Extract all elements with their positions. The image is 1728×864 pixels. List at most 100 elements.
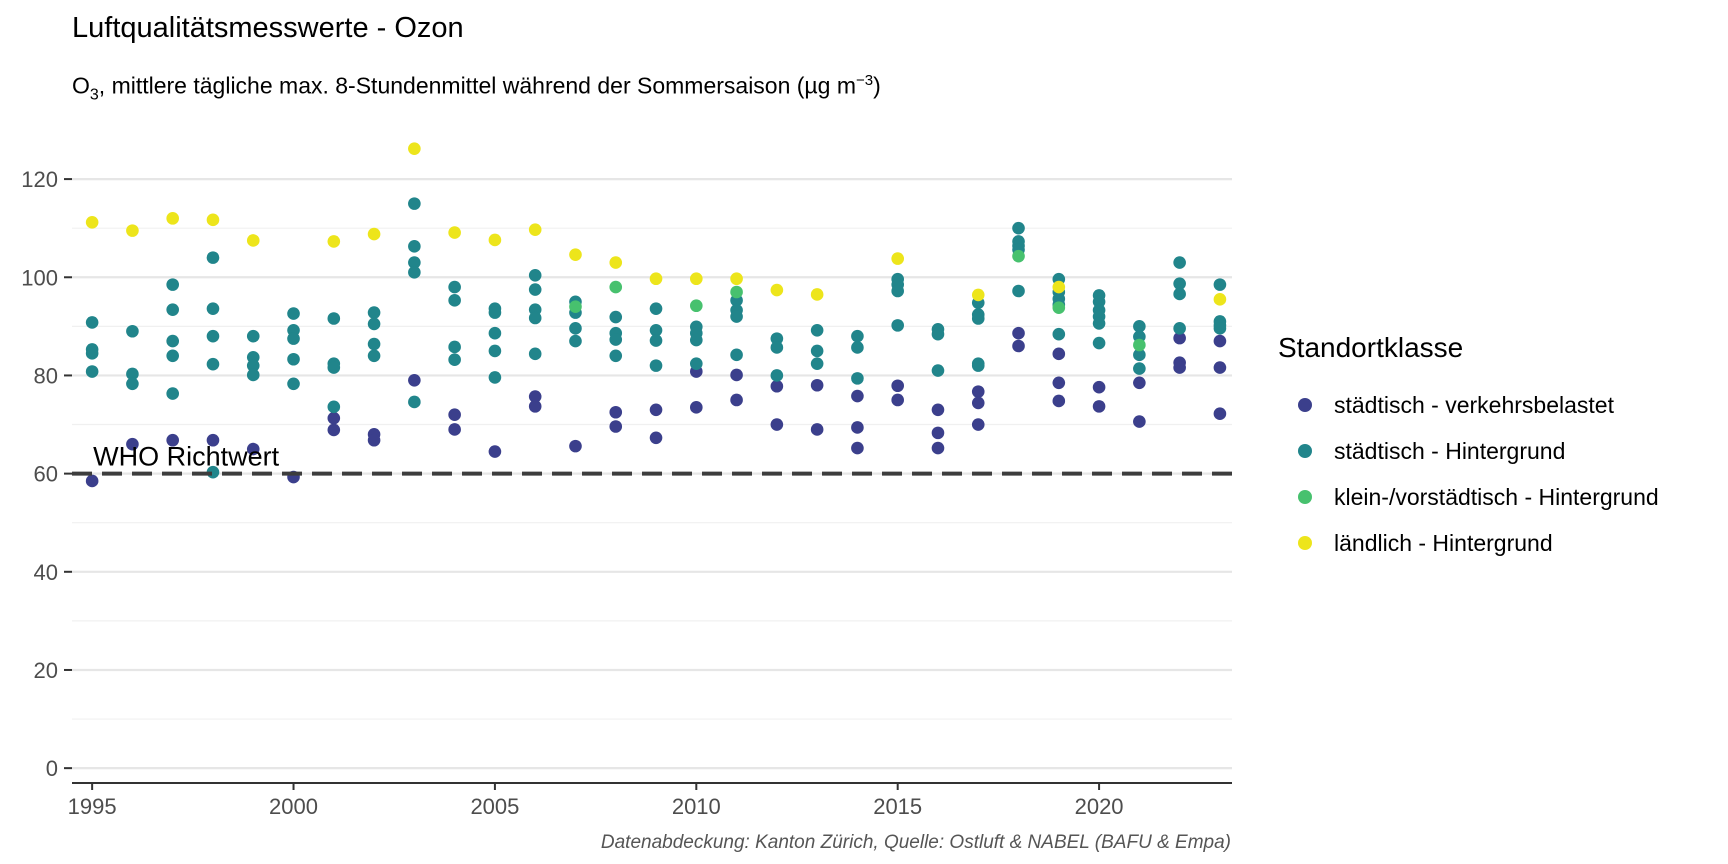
data-point-series-3 [770, 283, 784, 297]
data-point-series-1 [810, 323, 824, 337]
data-point-series-1 [126, 367, 139, 381]
data-point-series-1 [1133, 320, 1146, 333]
data-point-series-1 [1213, 278, 1227, 291]
data-point-series-0 [609, 420, 623, 433]
data-point-series-1 [1092, 336, 1106, 350]
data-point-series-0 [166, 433, 179, 447]
data-point-series-1 [85, 347, 99, 360]
data-point-series-0 [649, 431, 663, 445]
y-tick-label: 0 [46, 756, 58, 781]
data-point-series-1 [851, 329, 864, 343]
legend-item-0: städtisch - verkehrsbelastet [1278, 382, 1659, 428]
data-point-series-0 [810, 423, 824, 436]
data-point-series-0 [126, 437, 139, 451]
data-point-series-0 [1052, 347, 1066, 361]
data-point-series-1 [246, 359, 260, 372]
x-tick-label: 2000 [269, 794, 318, 819]
legend-label-0: städtisch - verkehrsbelastet [1334, 391, 1614, 418]
data-point-series-1 [408, 266, 421, 279]
data-point-series-0 [408, 374, 421, 387]
legend-item-3: ländlich - Hintergrund [1278, 520, 1659, 566]
data-point-series-1 [851, 372, 864, 385]
data-point-series-3 [246, 234, 260, 247]
data-point-series-1 [126, 377, 139, 391]
y-axis-ticks: 0 20 40 60 80 100 120 [21, 167, 72, 781]
data-point-series-1 [488, 371, 502, 384]
data-point-series-0 [1213, 407, 1227, 421]
data-point-series-1 [408, 240, 421, 253]
x-tick-label: 2010 [672, 794, 721, 819]
legend-item-1: städtisch - Hintergrund [1278, 428, 1659, 474]
data-point-series-1 [690, 333, 703, 347]
data-point-series-0 [851, 421, 864, 434]
data-point-series-1 [488, 306, 502, 319]
subtitle-unit-superscript: −3 [856, 72, 874, 89]
data-point-series-1 [851, 341, 864, 354]
data-point-series-1 [1012, 284, 1025, 298]
data-point-series-0 [1173, 361, 1186, 374]
data-point-series-0 [609, 405, 623, 419]
data-point-series-2 [1052, 301, 1066, 314]
data-point-series-0 [1133, 376, 1146, 390]
data-point-series-2 [690, 299, 703, 313]
data-point-series-1 [166, 303, 179, 316]
data-point-series-1 [891, 319, 904, 332]
data-point-series-2 [1133, 338, 1146, 352]
data-point-series-1 [528, 347, 542, 361]
data-point-series-1 [609, 310, 623, 324]
data-point-series-1 [971, 312, 985, 325]
chart-subtitle: O3, mittlere tägliche max. 8-Stundenmitt… [72, 72, 881, 104]
data-point-series-1 [85, 316, 99, 329]
subtitle-suffix: ) [873, 72, 881, 99]
data-point-series-1 [488, 344, 502, 358]
data-point-series-1 [488, 326, 502, 340]
data-point-series-1 [85, 365, 99, 378]
data-point-series-1 [1052, 327, 1066, 341]
x-axis-ticks: 1995 2000 2005 2010 2015 2020 [68, 783, 1124, 819]
data-point-series-1 [649, 359, 663, 372]
data-point-series-2 [569, 300, 582, 314]
y-tick-label: 60 [34, 462, 58, 487]
chart-caption: Datenabdeckung: Kanton Zürich, Quelle: O… [600, 832, 1231, 853]
data-point-series-1 [367, 337, 381, 351]
data-point-series-0 [931, 426, 945, 440]
data-point-series-3 [971, 288, 985, 302]
data-point-series-1 [206, 251, 220, 264]
data-point-series-3 [810, 288, 824, 301]
legend-title: Standortklasse [1278, 332, 1464, 363]
chart-title: Luftqualitätsmesswerte - Ozon [72, 12, 464, 44]
data-point-series-0 [569, 439, 582, 453]
data-point-series-1 [810, 344, 824, 358]
data-point-series-1 [367, 349, 381, 363]
data-point-series-0 [1092, 380, 1106, 394]
data-point-series-0 [1133, 415, 1146, 428]
subtitle-text: , mittlere tägliche max. 8-Stundenmittel… [98, 72, 857, 99]
data-point-series-3 [166, 212, 179, 225]
data-point-series-1 [1133, 362, 1146, 375]
data-point-series-1 [448, 340, 461, 354]
legend-label-2: klein-/vorstädtisch - Hintergrund [1334, 483, 1659, 510]
data-point-series-3 [367, 227, 381, 241]
data-point-series-0 [810, 378, 824, 392]
data-point-series-2 [730, 285, 743, 299]
data-point-series-1 [206, 329, 220, 343]
data-point-series-3 [408, 142, 421, 155]
data-point-series-3 [730, 272, 743, 286]
data-point-series-0 [246, 442, 260, 456]
data-point-series-3 [649, 272, 663, 286]
data-point-series-1 [287, 332, 300, 345]
data-point-series-1 [206, 302, 220, 315]
data-point-series-1 [971, 359, 985, 372]
data-point-series-1 [931, 327, 945, 341]
data-point-series-3 [448, 226, 461, 239]
legend: Standortklasse städtisch - verkehrsbelas… [1278, 332, 1659, 566]
data-point-series-1 [206, 357, 220, 371]
legend-items: städtisch - verkehrsbelastet städtisch - … [1278, 382, 1659, 566]
who-reference-label: WHO Richtwert [93, 442, 280, 472]
data-point-series-1 [327, 312, 341, 325]
data-point-series-1 [528, 311, 542, 325]
minor-gridlines [72, 227, 1232, 720]
data-point-series-2 [609, 280, 623, 294]
y-tick-label: 120 [21, 167, 58, 192]
data-point-series-0 [1092, 400, 1106, 413]
